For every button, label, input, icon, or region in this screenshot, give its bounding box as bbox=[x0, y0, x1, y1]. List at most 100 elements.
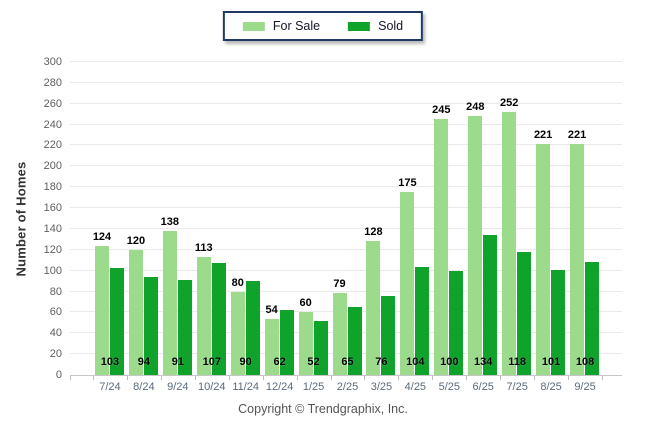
for-sale-value-label: 54 bbox=[265, 303, 278, 316]
y-tick-label: 60 bbox=[49, 306, 62, 319]
y-tick-label: 40 bbox=[49, 327, 62, 340]
x-tick-label: 4/25 bbox=[404, 381, 427, 393]
x-tick-label: 7/25 bbox=[506, 381, 528, 393]
sold-value-label: 90 bbox=[239, 356, 252, 368]
for-sale-value-label: 221 bbox=[567, 129, 587, 142]
for-sale-value-label: 138 bbox=[160, 216, 180, 229]
sold-value-label: 52 bbox=[307, 356, 320, 368]
y-tick-label: 200 bbox=[43, 160, 62, 173]
for-sale-bar bbox=[400, 192, 415, 375]
bar-group: 79 65 2/25 bbox=[331, 62, 365, 393]
x-tick-label: 9/25 bbox=[574, 381, 596, 393]
legend: For Sale Sold bbox=[222, 11, 424, 41]
x-tick-label: 8/24 bbox=[133, 381, 155, 393]
x-axis-tick bbox=[432, 376, 434, 380]
bar-group: 113 107 10/24 bbox=[195, 62, 229, 393]
for-sale-bar bbox=[264, 318, 279, 375]
for-sale-bar bbox=[230, 291, 245, 375]
sold-value-label: 62 bbox=[273, 356, 286, 368]
sold-bar bbox=[313, 320, 328, 375]
for-sale-bar bbox=[162, 231, 177, 375]
for-sale-bar bbox=[298, 312, 313, 375]
x-axis-tick bbox=[330, 376, 332, 380]
bar-group: 120 94 8/24 bbox=[127, 62, 161, 393]
y-tick-label: 280 bbox=[43, 76, 62, 89]
sold-value-label: 134 bbox=[474, 356, 493, 368]
sold-bar bbox=[347, 307, 362, 375]
for-sale-bar bbox=[536, 144, 551, 375]
for-sale-value-label: 175 bbox=[398, 177, 417, 190]
gridline bbox=[70, 61, 622, 62]
x-tick-label: 7/24 bbox=[99, 381, 121, 393]
for-sale-value-label: 60 bbox=[299, 297, 312, 310]
y-tick-label: 260 bbox=[43, 97, 62, 110]
x-axis-tick bbox=[70, 376, 71, 380]
for-sale-value-label: 113 bbox=[194, 242, 213, 255]
bars-area: 124 103 7/24 120 94 8/24 138 91 9/24 113 107 10/24 8… bbox=[93, 62, 603, 393]
sold-value-label: 65 bbox=[341, 356, 354, 368]
sold-value-label: 107 bbox=[202, 356, 221, 368]
x-tick-label: 9/24 bbox=[167, 381, 189, 393]
sold-bar bbox=[177, 280, 192, 375]
x-axis-tick bbox=[568, 376, 570, 380]
x-tick-label: 11/24 bbox=[232, 381, 260, 393]
for-sale-value-label: 124 bbox=[92, 230, 112, 243]
for-sale-value-label: 221 bbox=[533, 129, 553, 142]
x-axis-tick bbox=[398, 376, 400, 380]
x-axis-tick bbox=[534, 376, 536, 380]
x-axis-tick bbox=[466, 376, 468, 380]
y-tick-label: 20 bbox=[49, 348, 62, 361]
x-axis-tick bbox=[262, 376, 264, 380]
gridline bbox=[70, 227, 622, 229]
for-sale-value-label: 252 bbox=[500, 97, 519, 110]
for-sale-bar bbox=[95, 245, 109, 375]
x-tick-label: 2/25 bbox=[336, 381, 359, 393]
x-axis-tick bbox=[602, 376, 603, 380]
bar-group: 128 76 3/25 bbox=[364, 62, 398, 393]
x-tick-label: 1/25 bbox=[302, 381, 325, 393]
for-sale-bar bbox=[196, 257, 211, 375]
sold-value-label: 100 bbox=[440, 356, 459, 368]
x-axis-tick bbox=[500, 376, 502, 380]
x-axis-tick bbox=[364, 376, 366, 380]
legend-item-for-sale: For Sale bbox=[242, 19, 320, 33]
sold-value-label: 118 bbox=[508, 356, 527, 368]
y-tick-label: 140 bbox=[43, 222, 62, 235]
sold-value-label: 101 bbox=[541, 356, 561, 368]
bar-group: 221 101 8/25 bbox=[534, 62, 568, 393]
bar-group: 252 118 7/25 bbox=[500, 62, 534, 393]
bar-group: 175 104 4/25 bbox=[398, 62, 432, 393]
sold-value-label: 103 bbox=[100, 356, 120, 368]
bar-group: 138 91 9/24 bbox=[161, 62, 195, 393]
sold-bar bbox=[143, 276, 158, 375]
sold-bar bbox=[449, 270, 464, 375]
bar-group: 124 103 7/24 bbox=[93, 62, 127, 393]
gridline bbox=[70, 102, 622, 104]
legend-item-sold: Sold bbox=[348, 19, 403, 33]
x-tick-label: 6/25 bbox=[472, 381, 494, 393]
y-tick-label: 160 bbox=[43, 202, 62, 215]
sold-value-label: 91 bbox=[171, 356, 184, 368]
y-tick-label: 0 bbox=[55, 369, 62, 381]
gridline bbox=[70, 81, 622, 83]
y-tick-label: 300 bbox=[43, 56, 62, 68]
gridline bbox=[70, 207, 622, 209]
y-axis: 0 20 40 60 80 100 120 140 160 180 200 220 240 260 280 3… bbox=[0, 57, 66, 381]
x-tick-label: 5/25 bbox=[438, 381, 460, 393]
sold-value-label: 76 bbox=[375, 356, 388, 368]
sold-bar bbox=[415, 266, 430, 375]
x-tick-label: 12/24 bbox=[265, 381, 294, 393]
y-tick-label: 80 bbox=[49, 285, 62, 298]
sold-bar bbox=[551, 269, 566, 375]
for-sale-value-label: 120 bbox=[126, 234, 146, 247]
x-tick-label: 3/25 bbox=[370, 381, 393, 393]
bar-group: 60 52 1/25 bbox=[297, 62, 331, 393]
for-sale-bar bbox=[502, 112, 517, 375]
sold-bar bbox=[585, 262, 600, 375]
gridline bbox=[70, 290, 622, 292]
for-sale-bar bbox=[468, 116, 483, 375]
for-sale-value-label: 128 bbox=[364, 226, 383, 239]
sold-value-label: 94 bbox=[137, 356, 150, 368]
y-tick-label: 240 bbox=[43, 118, 62, 131]
